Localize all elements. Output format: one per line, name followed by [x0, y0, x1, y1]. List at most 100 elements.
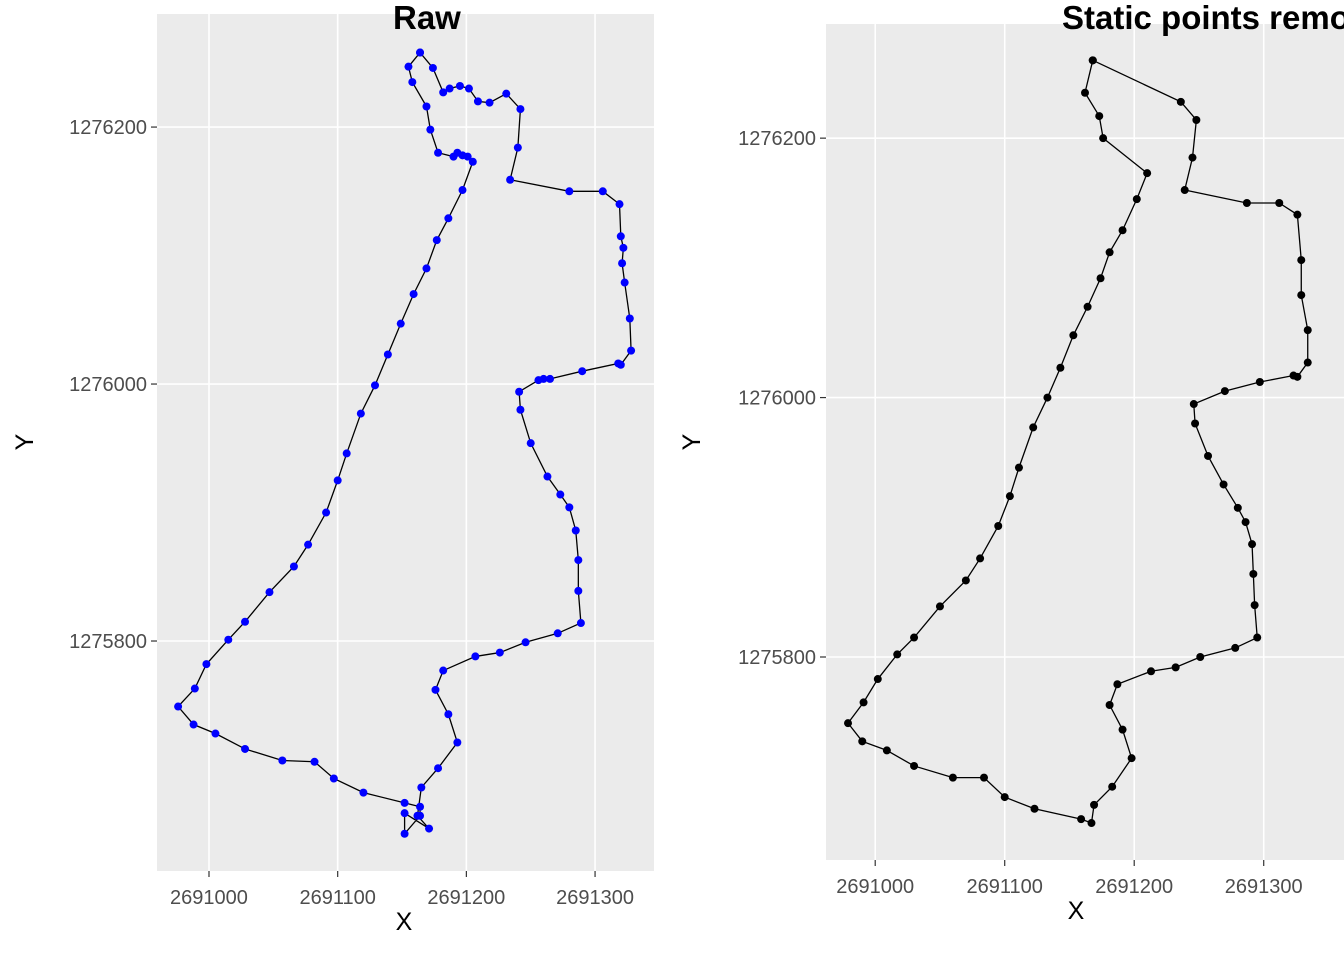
track-point	[1083, 302, 1092, 311]
track-point	[224, 635, 233, 644]
track-point	[416, 48, 425, 57]
track-point	[241, 617, 250, 626]
track-point	[1014, 463, 1023, 472]
track-point	[1196, 652, 1205, 661]
track-point	[359, 788, 368, 797]
track-point	[539, 374, 548, 383]
track-point	[1105, 700, 1114, 709]
track-point	[935, 602, 944, 611]
track-point	[506, 175, 515, 184]
x-tick-label: 2691000	[836, 876, 914, 898]
track-point	[310, 757, 319, 766]
track-point	[1204, 451, 1213, 460]
track-point	[893, 650, 902, 659]
track-point	[961, 576, 970, 585]
track-point	[1000, 793, 1009, 802]
y-tick-label: 1275800	[69, 631, 147, 653]
track-point	[1096, 274, 1105, 283]
track-point	[1030, 804, 1039, 813]
track-point	[882, 746, 891, 755]
track-point	[1303, 326, 1312, 335]
track-point	[439, 88, 448, 97]
track-point	[1231, 643, 1240, 652]
track-point	[189, 720, 198, 729]
track-point	[1297, 291, 1306, 300]
track-point	[873, 675, 882, 684]
panel	[826, 24, 1344, 860]
track-point	[625, 314, 634, 323]
track-point	[516, 405, 525, 414]
track-point	[948, 773, 957, 782]
track-point	[1242, 199, 1251, 208]
y-tick-label: 1276200	[69, 117, 147, 139]
track-point	[431, 685, 440, 694]
track-point	[495, 648, 504, 657]
track-point	[190, 684, 199, 693]
track-point	[976, 554, 985, 563]
track-point	[211, 729, 220, 738]
track-point	[425, 824, 434, 833]
track-point	[422, 102, 431, 111]
track-point	[546, 374, 555, 383]
track-point	[1303, 358, 1312, 367]
track-point	[1069, 331, 1078, 340]
track-point	[1090, 800, 1099, 809]
track-point	[439, 666, 448, 675]
track-point	[1132, 195, 1141, 204]
track-point	[434, 148, 443, 157]
track-point	[400, 798, 409, 807]
track-point	[265, 588, 274, 597]
track-point	[1088, 56, 1097, 65]
track-point	[1108, 782, 1117, 791]
track-point	[619, 243, 628, 252]
track-point	[1180, 186, 1189, 195]
track-point	[464, 84, 473, 93]
track-point	[289, 562, 298, 571]
track-point	[516, 105, 525, 114]
track-point	[844, 719, 853, 728]
track-point	[1118, 725, 1127, 734]
y-tick-label: 1275800	[738, 647, 816, 669]
track-point	[444, 214, 453, 223]
track-point	[432, 236, 441, 245]
track-point	[615, 200, 624, 209]
track-point	[620, 278, 629, 287]
x-tick-label: 2691300	[1225, 876, 1303, 898]
track-point	[1147, 667, 1156, 676]
track-point	[513, 143, 522, 152]
panel	[157, 14, 654, 871]
track-point	[1113, 680, 1122, 689]
track-point	[413, 811, 422, 820]
track-point	[408, 78, 417, 87]
track-point	[458, 186, 467, 195]
y-tick-label: 1276000	[738, 388, 816, 410]
track-point	[1275, 199, 1284, 208]
track-point	[1233, 503, 1242, 512]
track-point	[1293, 372, 1302, 381]
chart-title: Raw	[393, 0, 461, 36]
track-point	[174, 702, 183, 711]
track-point	[444, 710, 453, 719]
track-point	[616, 232, 625, 241]
track-point	[342, 449, 351, 458]
track-point	[463, 152, 472, 161]
track-point	[1099, 134, 1108, 143]
track-point	[1192, 115, 1201, 124]
track-point	[521, 638, 530, 647]
track-point	[453, 738, 462, 747]
track-point	[1220, 387, 1229, 396]
track-point	[574, 556, 583, 565]
track-point	[1077, 815, 1086, 824]
x-axis-title: X	[1068, 897, 1085, 925]
track-point	[859, 698, 868, 707]
track-point	[858, 737, 867, 746]
track-point	[1105, 248, 1114, 257]
panel-background	[157, 14, 654, 871]
track-point	[565, 187, 574, 196]
track-point	[1081, 88, 1089, 97]
panel-background	[826, 24, 1344, 860]
track-point	[455, 81, 464, 90]
track-point	[502, 89, 511, 98]
y-axis-title: Y	[11, 433, 39, 450]
track-line	[847, 59, 1309, 824]
